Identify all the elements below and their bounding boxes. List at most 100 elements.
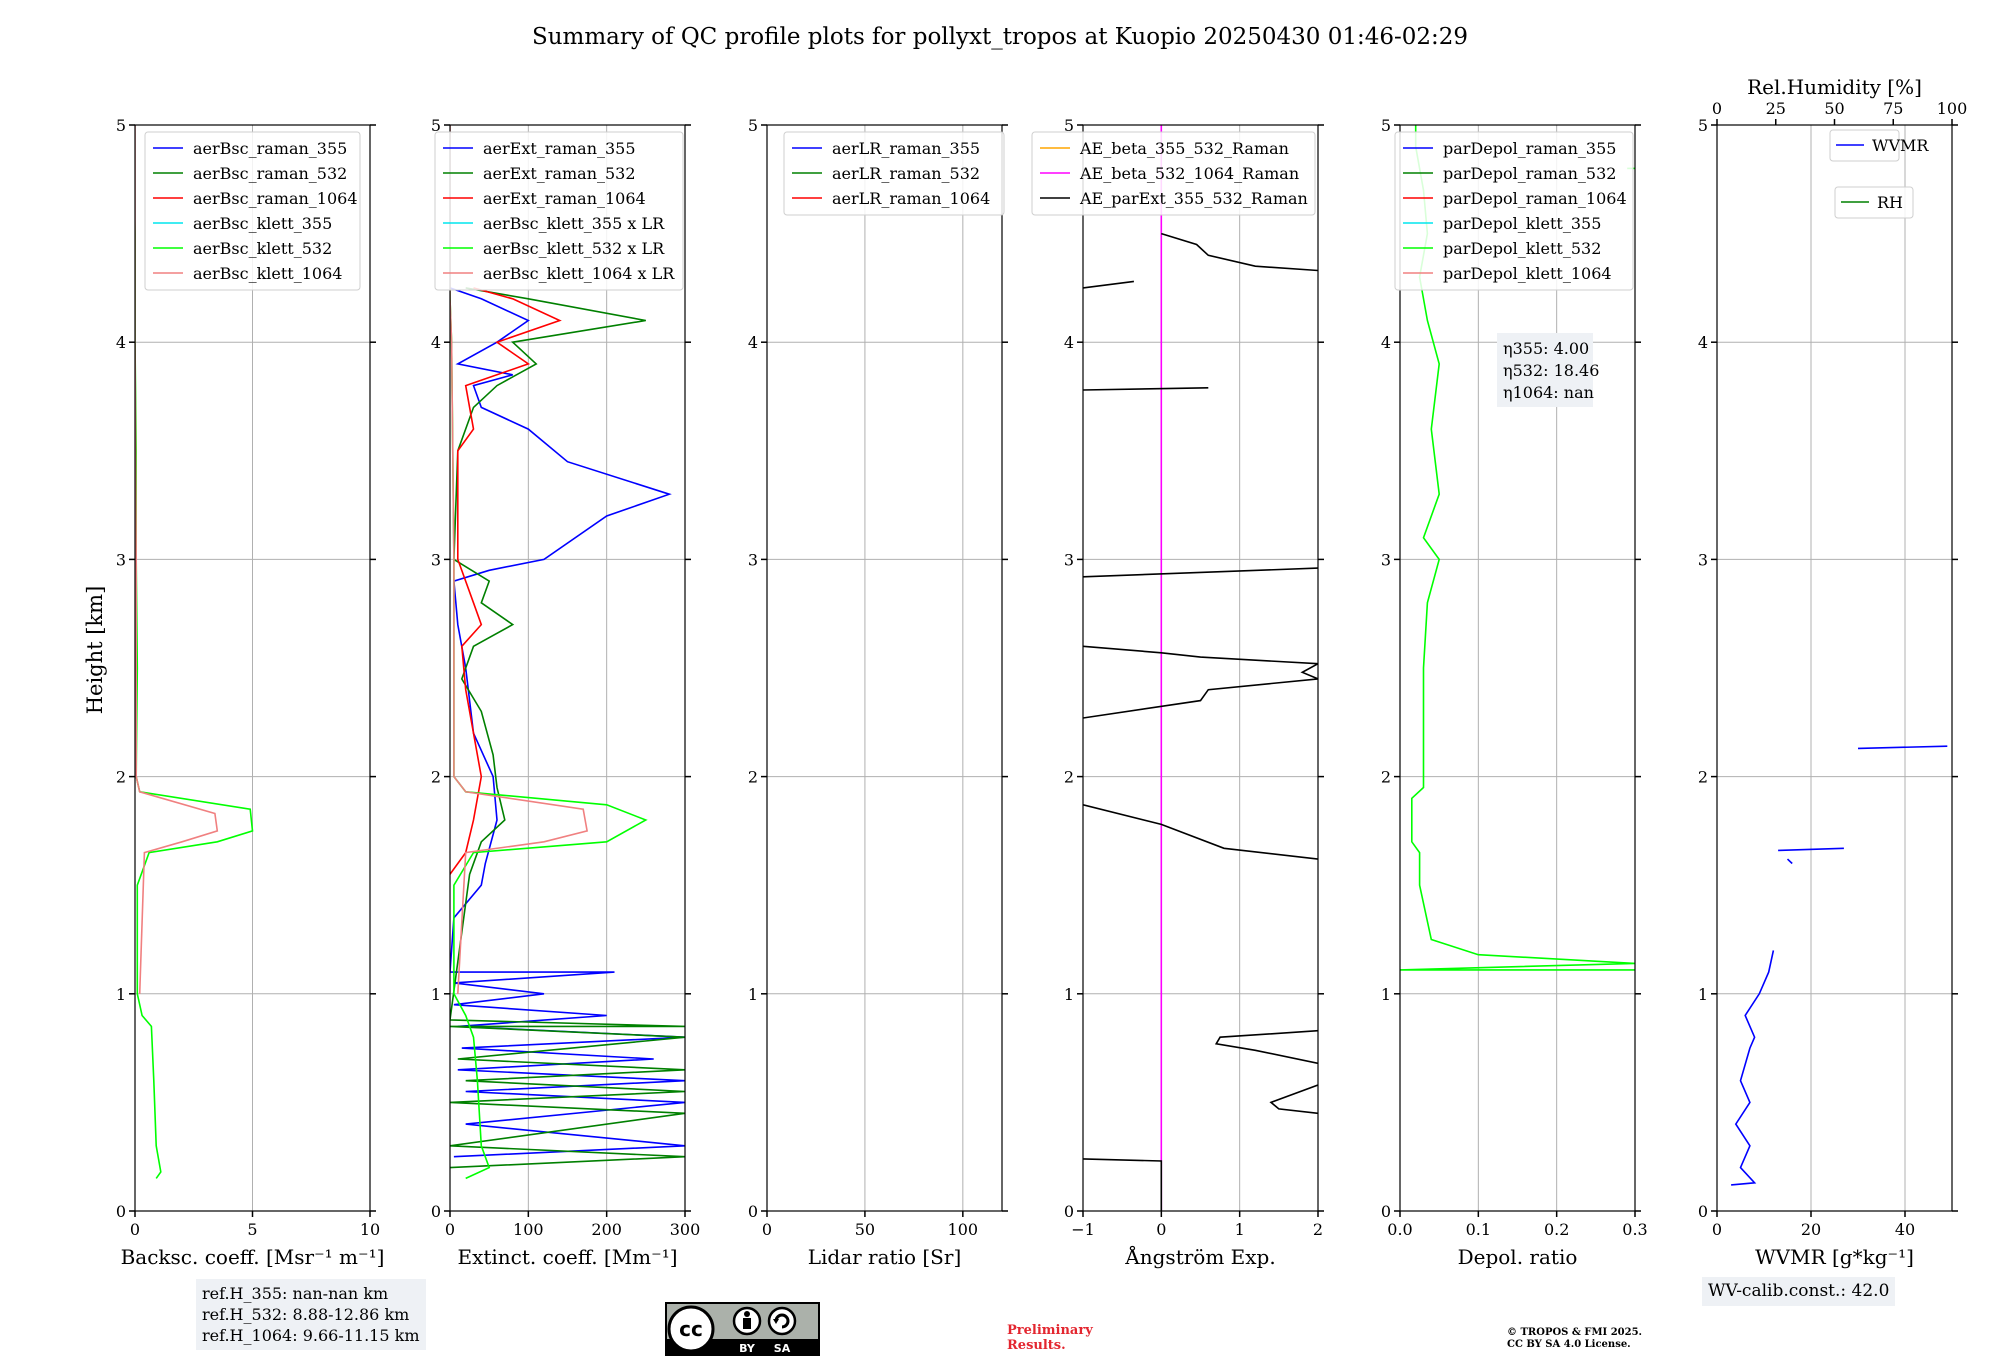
x-tick-label: 200 <box>591 1220 622 1239</box>
badge-sa: SA <box>774 1342 791 1355</box>
y-tick-label: 2 <box>116 768 126 787</box>
legend-entry: parDepol_raman_532 <box>1443 164 1616 183</box>
cc-icon <box>667 1305 715 1353</box>
eta-value: η355: 4.00 <box>1503 339 1589 358</box>
x-tick-label: 1 <box>1235 1220 1245 1239</box>
copyright-line-1: © TROPOS & FMI 2025. <box>1507 1327 1643 1338</box>
legend-box <box>1829 129 1900 162</box>
x-axis-label: Lidar ratio [Sr] <box>808 1245 962 1269</box>
copyright-note: © TROPOS & FMI 2025. CC BY SA 4.0 Licens… <box>1507 1327 1642 1351</box>
x-tick-label: 40 <box>1895 1220 1915 1239</box>
series-line-AE_parExt_355_532_Raman <box>1269 1084 1318 1115</box>
y-tick-label: 4 <box>116 333 126 352</box>
series-line-AE_parExt_355_532_Raman <box>1161 232 1318 272</box>
x-axis-label: Ångström Exp. <box>1124 1244 1275 1269</box>
y-tick-label: 1 <box>1064 985 1074 1004</box>
x2-tick-label: 75 <box>1883 99 1903 118</box>
legend-entry: AE_beta_532_1064_Raman <box>1079 164 1299 183</box>
legend-entry: aerBsc_klett_355 x LR <box>483 214 665 233</box>
svg-text:cc: cc <box>679 1317 703 1341</box>
figure-title: Summary of QC profile plots for pollyxt_… <box>532 24 1468 50</box>
panel-1: 0 1 2 3 4 5 0 5 10 Backsc. coeff. [Msr⁻¹ m⁻¹] aerB… <box>116 116 385 1269</box>
legend-entry: aerLR_raman_1064 <box>832 189 990 208</box>
y-tick-label: 5 <box>1064 116 1074 135</box>
legend-entry: aerExt_raman_532 <box>483 164 636 183</box>
axes-frame <box>1716 124 1953 1212</box>
legend-entry: aerLR_raman_532 <box>832 164 980 183</box>
series-line-AE_parExt_355_532_Raman <box>1083 387 1209 391</box>
x-axis-label: Backsc. coeff. [Msr⁻¹ m⁻¹] <box>121 1245 385 1269</box>
ref-height-1064: ref.H_1064: 9.66-11.15 km <box>202 1326 420 1345</box>
y-tick-label: 0 <box>116 1202 126 1221</box>
legend-entry: parDepol_raman_355 <box>1443 139 1616 158</box>
x2-axis-label: Rel.Humidity [%] <box>1747 75 1922 99</box>
x-axis-label: Extinct. coeff. [Mm⁻¹] <box>457 1245 677 1269</box>
y-tick-label: 4 <box>1381 333 1391 352</box>
x-tick-label: 20 <box>1801 1220 1821 1239</box>
series-line-AE_parExt_355_532_Raman <box>1083 280 1135 289</box>
series-line-aerExt_raman_1064 <box>450 287 562 875</box>
y-tick-label: 1 <box>431 985 441 1004</box>
legend-box <box>1394 131 1634 291</box>
x2-tick-label: 25 <box>1766 99 1786 118</box>
badge-by: BY <box>739 1342 756 1355</box>
legend-entry: aerBsc_klett_1064 <box>193 264 342 283</box>
legend-box <box>1834 186 1914 219</box>
legend-entry: parDepol_klett_1064 <box>1443 264 1612 283</box>
x-tick-label: 5 <box>247 1220 257 1239</box>
x-tick-label: 0 <box>445 1220 455 1239</box>
legend-entry: aerBsc_raman_532 <box>193 164 347 183</box>
x-tick-label: 0.0 <box>1387 1220 1412 1239</box>
x-tick-label: 10 <box>360 1220 380 1239</box>
x2-tick-label: 100 <box>1937 99 1968 118</box>
series-line-WVMR <box>1786 858 1793 865</box>
preliminary-line-2: Results. <box>1007 1338 1066 1353</box>
y-tick-label: 0 <box>431 1202 441 1221</box>
x-tick-label: 0.3 <box>1622 1220 1647 1239</box>
legend-entry: aerBsc_klett_1064 x LR <box>483 264 675 283</box>
series-line-aerExt_raman_532 <box>450 287 685 1169</box>
axes-frame <box>1082 124 1319 1212</box>
y-tick-label: 2 <box>748 768 758 787</box>
legend-entry: aerBsc_klett_532 <box>193 239 332 258</box>
y-tick-label: 1 <box>116 985 126 1004</box>
preliminary-note: Preliminary Results. <box>1007 1323 1093 1353</box>
panel-5: 0 1 2 3 4 5 0.0 0.1 0.2 0.3 Depol. ratio parDepol_r… <box>1381 116 1648 1269</box>
legend-entry: RH <box>1877 193 1903 212</box>
x-tick-label: 300 <box>670 1220 701 1239</box>
x-tick-label: 0.1 <box>1466 1220 1491 1239</box>
series-line-AE_parExt_355_532_Raman <box>1083 645 1318 719</box>
x-tick-label: 100 <box>513 1220 544 1239</box>
legend-entry: aerLR_raman_355 <box>832 139 980 158</box>
legend-entry: parDepol_klett_532 <box>1443 239 1601 258</box>
cc-by-sa-license-badge: cc BY SA <box>665 1302 820 1356</box>
y-tick-label: 4 <box>1698 333 1708 352</box>
series-line-aerBsc_klett_1064 <box>135 125 219 994</box>
x-tick-label: 0 <box>1156 1220 1166 1239</box>
legend-entry: aerExt_raman_355 <box>483 139 636 158</box>
y-tick-label: 2 <box>1064 768 1074 787</box>
y-axis-label: Height [km] <box>83 586 107 715</box>
ref-height-532: ref.H_532: 8.88-12.86 km <box>202 1305 410 1324</box>
legend-box <box>783 131 1005 216</box>
series-line-AE_parExt_355_532_Raman <box>1214 1029 1318 1065</box>
legend-entry: parDepol_raman_1064 <box>1443 189 1627 208</box>
reference-height-box: ref.H_355: nan-nan km ref.H_532: 8.88-12… <box>196 1279 426 1350</box>
legend-entry: AE_parExt_355_532_Raman <box>1079 189 1308 208</box>
y-tick-label: 1 <box>1698 985 1708 1004</box>
legend-entry: aerBsc_klett_532 x LR <box>483 239 665 258</box>
x-tick-label: 50 <box>855 1220 875 1239</box>
axes-frame <box>1399 124 1636 1212</box>
series-line-RH <box>1951 1177 1952 1180</box>
legend-box <box>144 131 361 291</box>
y-tick-label: 5 <box>1381 116 1391 135</box>
x2-tick-label: 0 <box>1712 99 1722 118</box>
x2-tick-label: 50 <box>1824 99 1844 118</box>
legend-box <box>1031 131 1316 216</box>
x-axis-label: WVMR [g*kg⁻¹] <box>1755 1245 1914 1269</box>
eta-value: η532: 18.46 <box>1503 361 1599 380</box>
legend-entry: aerBsc_raman_1064 <box>193 189 358 208</box>
y-tick-label: 5 <box>431 116 441 135</box>
